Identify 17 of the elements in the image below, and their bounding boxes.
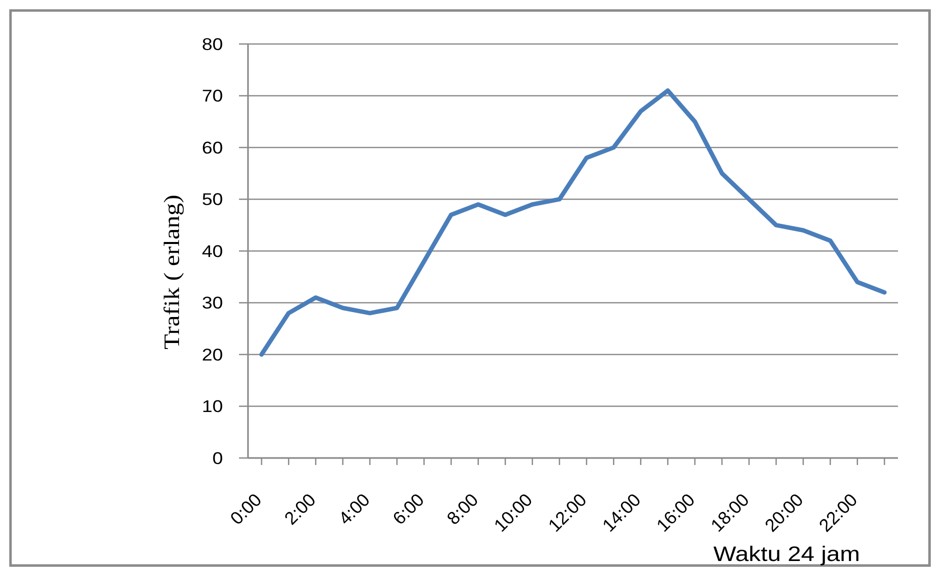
y-tick-label: 80 — [202, 34, 223, 54]
y-tick-label: 40 — [202, 242, 223, 261]
y-tick-label: 20 — [202, 345, 223, 364]
x-tick-label: 8:00 — [443, 490, 482, 529]
x-tick-label: 2:00 — [280, 490, 320, 529]
y-tick-label: 30 — [202, 294, 223, 312]
x-axis-title: Waktu 24 jam — [713, 542, 860, 566]
y-tick-label: 10 — [202, 397, 223, 416]
x-tick-label: 0:00 — [226, 490, 266, 529]
y-tick-label: 0 — [212, 448, 223, 468]
y-tick-label: 70 — [202, 86, 223, 106]
x-tick-label: 6:00 — [388, 490, 428, 529]
y-tick-label: 60 — [202, 138, 223, 158]
x-tick-label: 4:00 — [334, 490, 374, 529]
line-series — [259, 88, 887, 357]
y-axis-title: Trafik ( erlang) — [160, 194, 185, 350]
y-tick-label: 50 — [202, 190, 223, 209]
